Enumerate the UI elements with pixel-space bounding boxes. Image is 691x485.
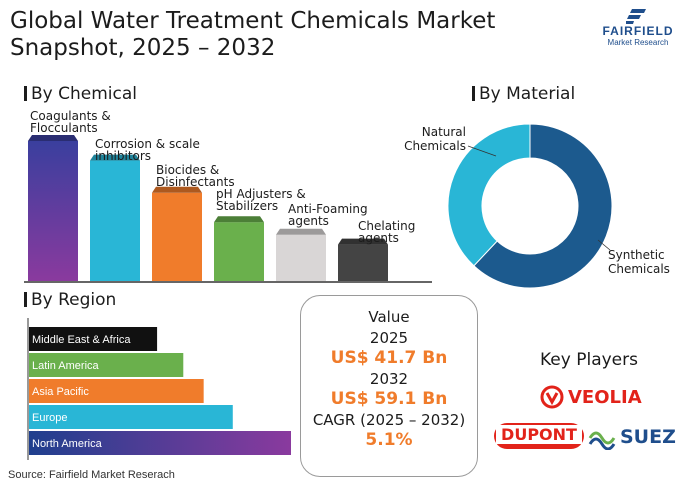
dupont-name: DUPONT [496,425,582,444]
key-players-title: Key Players [540,350,638,370]
veolia-name: VEOLIA [568,387,642,408]
chem-bar-4 [276,234,326,281]
region-bar-1 [29,353,184,377]
chem-bar-2 [152,192,202,281]
region-label-1: Latin America [32,360,100,372]
chem-bar-top-3 [214,216,264,223]
value-heading: Value [368,308,410,326]
chem-label-biocides: Biocides & Disinfectants [156,163,235,189]
region-label-2: Asia Pacific [32,386,89,398]
fairfield-logo: FAIRFIELD Market Research [590,8,686,58]
section-by-chemical: By Chemical [24,84,137,104]
natural-leader-line [467,145,497,157]
region-bar-3 [29,405,233,429]
chem-label-ph: pH Adjusters & Stabilizers [216,187,306,213]
value-year-2032: 2032 [369,370,409,388]
chem-bar-top-4 [276,228,326,235]
value-year-2025: 2025 [369,329,409,347]
section-marker [24,86,27,101]
chem-bar-top-2 [152,186,202,193]
region-bar-4 [29,431,291,455]
suez-mark-icon [588,431,616,450]
veolia-mark-icon [540,385,564,409]
section-by-region: By Region [24,290,116,310]
chem-label-coagulants: Coagulants & Flocculants [30,109,111,135]
material-label-synthetic: Synthetic Chemicals [608,248,670,276]
chem-bar-top-1 [90,154,140,161]
cagr-value: 5.1% [365,430,413,450]
region-bar-2 [29,379,204,403]
chem-bar-1 [90,160,140,281]
donut-slice-0 [447,123,531,267]
chem-label-chelating: Chelating agents [358,219,416,245]
chem-bar-3 [214,222,264,281]
chem-bar-top-0 [28,135,78,141]
logo-name: FAIRFIELD [602,24,674,38]
synthetic-leader-line [597,239,611,251]
material-label-natural: Natural Chemicals [404,125,466,153]
veolia-logo: VEOLIA [540,384,650,410]
value-2025: US$ 41.7 Bn [330,348,448,368]
section-by-material-label: By Material [479,84,576,104]
donut-slice-1 [473,123,613,289]
market-value-box: Value 2025 US$ 41.7 Bn 2032 US$ 59.1 Bn … [300,295,478,477]
chem-bar-0 [28,141,78,281]
logo-subtitle: Market Research [607,38,669,47]
dupont-logo: DUPONT [494,423,584,449]
value-2032: US$ 59.1 Bn [330,389,448,409]
chem-label-antifoam: Anti-Foaming agents [288,202,368,228]
section-by-material: By Material [472,84,575,104]
section-by-chemical-label: By Chemical [31,84,138,104]
region-label-4: North America [32,438,103,450]
region-label-3: Europe [32,412,67,424]
section-marker [24,292,27,307]
source-note: Source: Fairfield Market Reserach [8,469,175,481]
suez-name: SUEZ [620,426,676,448]
section-by-region-label: By Region [31,290,117,310]
chem-bar-top-5 [338,238,388,245]
chem-bar-5 [338,244,388,281]
page-title: Global Water Treatment Chemicals Market … [10,8,496,61]
chem-label-corrosion: Corrosion & scale inhibitors [95,137,200,163]
logo-mark-icon [626,9,646,24]
region-bar-0 [29,327,158,351]
suez-logo: SUEZ [588,424,688,450]
section-marker [472,86,475,101]
cagr-label: CAGR (2025 – 2032) [312,411,466,429]
region-label-0: Middle East & Africa [32,334,131,346]
